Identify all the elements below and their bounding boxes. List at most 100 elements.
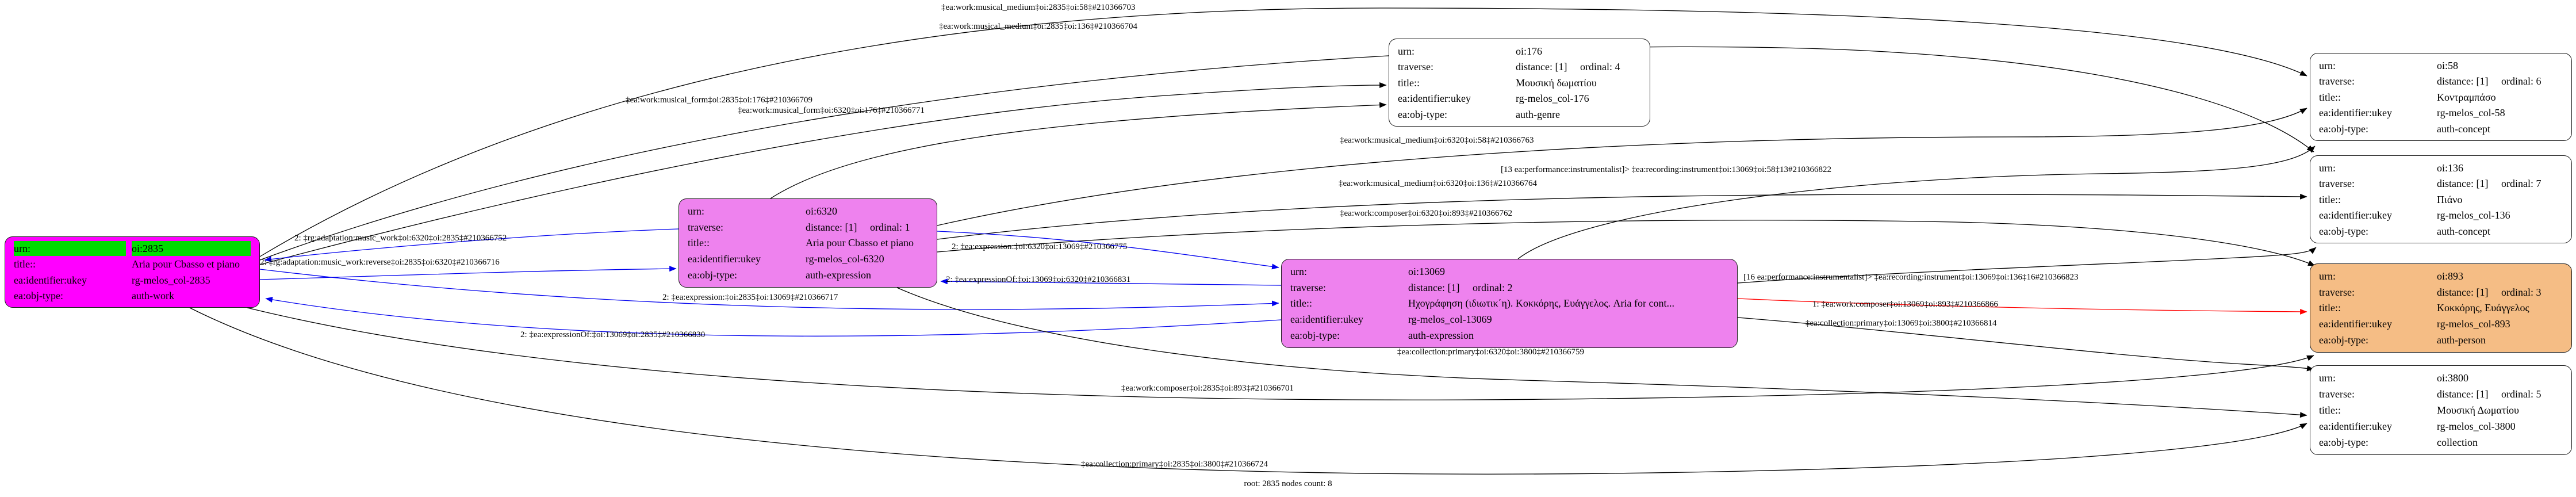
node-field-row: ea:obj-type: auth-work (5, 288, 259, 303)
field-key: title:: (2319, 193, 2341, 205)
node-field-row: urn: oi:136 (2310, 160, 2571, 175)
node-field-row: ea:obj-type: auth-genre (1389, 107, 1650, 122)
field-key: urn: (14, 241, 126, 257)
edge-label: 2: ‡rg:adaptation:music_work‡oi:6320‡oi:… (294, 234, 507, 243)
edge-label: ‡ea:collection:primary‡oi:6320‡oi:3800‡#… (1397, 347, 1584, 357)
node-field-row: urn: oi:6320 (679, 204, 937, 219)
field-value: rg-melos_col-176 (1516, 93, 1589, 104)
field-value: distance: [1] ordinal: 4 (1516, 61, 1620, 72)
graph-edge (1517, 146, 2316, 259)
field-value: oi:58 (2437, 59, 2459, 71)
edge-label: 2: ‡ea:expression:‡oi:2835‡oi:13069‡#210… (662, 293, 838, 302)
graph-edge (937, 193, 2307, 240)
node-field-row: title:: Μουσική δωματίου (1389, 75, 1650, 90)
node-oi-893[interactable]: urn: oi:893 traverse: distance: [1] ordinal… (2310, 263, 2572, 353)
field-value: oi:176 (1516, 45, 1543, 57)
field-key: ea:identifier:ukey (2319, 318, 2392, 330)
node-field-row: ea:obj-type: auth-person (2310, 332, 2571, 347)
root-status-line: root: 2835 nodes count: 8 (1244, 479, 1332, 488)
node-oi-176[interactable]: urn: oi:176 traverse: distance: [1] ordinal… (1389, 39, 1650, 127)
node-field-row: ea:obj-type: auth-concept (2310, 224, 2571, 239)
field-value: auth-genre (1516, 108, 1560, 120)
edge-label: 2: ‡rg:adaptation:music_work:reverse‡oi:… (260, 258, 500, 267)
field-key: traverse: (1290, 281, 1326, 293)
edge-label: ‡ea:work:musical_medium‡oi:6320‡oi:136‡#… (1339, 179, 1537, 188)
edge-label: ‡ea:collection:primary‡oi:13069‡oi:3800‡… (1805, 319, 1997, 328)
field-value: oi:2835 (132, 241, 251, 257)
field-value: distance: [1] ordinal: 1 (806, 221, 910, 233)
field-key: traverse: (2319, 286, 2355, 298)
edge-label: ‡ea:work:musical_medium‡oi:2835‡oi:58‡#2… (941, 3, 1136, 12)
field-key: urn: (2319, 270, 2336, 282)
node-field-row: ea:obj-type: auth-expression (679, 267, 937, 282)
field-value: auth-expression (1408, 330, 1474, 342)
edge-label: 2: ‡ea:expressionOf:‡oi:13069‡oi:6320‡#2… (946, 275, 1131, 284)
field-key: traverse: (1398, 61, 1433, 72)
edge-label: ‡ea:work:composer‡oi:6320‡oi:893‡#210366… (1340, 209, 1512, 218)
node-field-row: traverse: distance: [1] ordinal: 2 (1282, 280, 1737, 295)
graph-edge (896, 287, 2307, 418)
node-field-row: urn: oi:176 (1389, 44, 1650, 59)
field-value: rg-melos_col-2835 (132, 274, 210, 286)
graph-edge (259, 46, 2314, 261)
field-value: Πιάνο (2437, 193, 2463, 205)
edge-label: 1: ‡ea:work:composer‡oi:13069‡oi:893‡#21… (1812, 300, 1998, 309)
field-value: Aria pour Cbasso et piano (806, 237, 914, 249)
field-value: collection (2437, 437, 2478, 448)
node-oi-13069[interactable]: urn: oi:13069 traverse: distance: [1] ordin… (1281, 259, 1738, 348)
field-key: ea:identifier:ukey (2319, 107, 2392, 118)
field-value: Μουσική Δωματίου (2437, 404, 2519, 416)
field-key: title:: (688, 237, 710, 249)
field-key: ea:obj-type: (14, 289, 63, 301)
node-field-row: traverse: distance: [1] ordinal: 3 (2310, 285, 2571, 300)
field-key: traverse: (2319, 178, 2355, 189)
field-key: urn: (688, 205, 704, 217)
field-key: urn: (2319, 162, 2336, 174)
node-field-row: ea:obj-type: auth-concept (2310, 121, 2571, 136)
field-value: rg-melos_col-3800 (2437, 420, 2516, 432)
field-value: distance: [1] ordinal: 3 (2437, 286, 2542, 298)
graph-edge (259, 266, 677, 280)
field-key: urn: (2319, 59, 2336, 71)
field-value: auth-concept (2437, 123, 2490, 135)
edge-label: [13 ea:performance:instrumentalist]> ‡ea… (1501, 165, 1831, 174)
field-value: rg-melos_col-6320 (806, 253, 884, 265)
field-key: ea:obj-type: (1398, 108, 1447, 120)
node-field-row: ea:identifier:ukey rg-melos_col-13069 (1282, 312, 1737, 327)
node-field-row: traverse: distance: [1] ordinal: 6 (2310, 74, 2571, 89)
field-value: auth-work (132, 289, 174, 301)
field-key: ea:identifier:ukey (688, 253, 761, 265)
field-value: auth-concept (2437, 225, 2490, 237)
node-oi-3800[interactable]: urn: oi:3800 traverse: distance: [1] ordina… (2310, 365, 2572, 455)
node-field-row: ea:identifier:ukey rg-melos_col-2835 (5, 273, 259, 288)
graph-edge (937, 108, 2307, 226)
field-value: Aria pour Cbasso et piano (132, 258, 240, 270)
graph-edge (259, 7, 2307, 257)
field-key: ea:identifier:ukey (2319, 209, 2392, 221)
node-field-row: ea:identifier:ukey rg-melos_col-893 (2310, 316, 2571, 331)
field-key: title:: (2319, 91, 2341, 103)
field-value: oi:3800 (2437, 372, 2469, 384)
field-key: ea:identifier:ukey (2319, 420, 2392, 432)
field-value: auth-expression (806, 269, 871, 281)
node-oi-136[interactable]: urn: oi:136 traverse: distance: [1] ordinal… (2310, 155, 2572, 243)
node-field-row: urn: oi:58 (2310, 58, 2571, 73)
graph-edge (770, 102, 1387, 199)
node-oi-6320[interactable]: urn: oi:6320 traverse: distance: [1] ordina… (678, 198, 937, 288)
node-field-row: ea:obj-type: auth-expression (1282, 328, 1737, 343)
node-field-row: ea:identifier:ukey rg-melos_col-3800 (2310, 419, 2571, 434)
node-oi-58[interactable]: urn: oi:58 traverse: distance: [1] ordinal:… (2310, 53, 2572, 141)
edge-label: ‡ea:collection:primary‡oi:2835‡oi:3800‡#… (1081, 460, 1268, 469)
field-value: rg-melos_col-893 (2437, 318, 2510, 330)
graph-edge (264, 228, 679, 262)
field-value: distance: [1] ordinal: 6 (2437, 75, 2542, 87)
graph-edge (247, 307, 2314, 400)
node-oi-2835[interactable]: urn: oi:2835 title:: Aria pour Cbasso et pi… (5, 236, 260, 308)
edge-label: ‡ea:work:composer‡oi:2835‡oi:893‡#210366… (1121, 384, 1294, 393)
field-value: rg-melos_col-58 (2437, 107, 2505, 118)
field-key: traverse: (2319, 388, 2355, 400)
edge-label: ‡ea:work:musical_form‡oi:6320‡oi:176‡#21… (738, 106, 925, 115)
graph-edge (265, 297, 1282, 337)
edge-label: [16 ea:performance:instrumentalist]> ‡ea… (1743, 273, 2079, 282)
